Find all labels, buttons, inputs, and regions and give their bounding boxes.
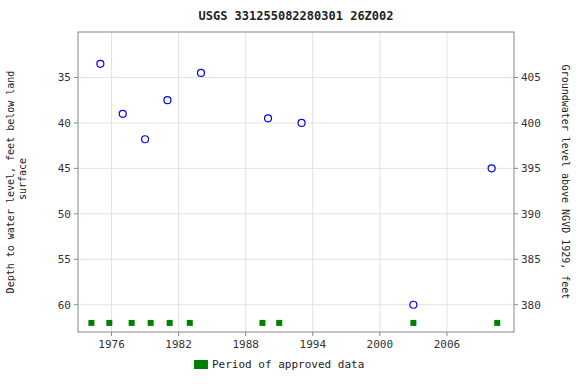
title: USGS 331255082280301 26Z002 <box>198 9 393 23</box>
y2-tick-label: 385 <box>521 253 541 266</box>
square-marker <box>129 320 135 326</box>
x-tick-label: 1976 <box>98 338 125 351</box>
y2-axis-label: Groundwater level above NGVD 1929, feet <box>560 65 571 300</box>
point <box>164 97 171 104</box>
x-tick <box>245 332 246 336</box>
point <box>197 69 204 76</box>
grid <box>78 32 514 332</box>
square-marker <box>187 320 193 326</box>
point <box>119 110 126 117</box>
y-axis-label-line: Depth to water level, feet below land <box>5 71 16 294</box>
y-axis-label: Depth to water level, feet below land su… <box>5 71 28 294</box>
x-tick-label: 1994 <box>300 338 327 351</box>
y-tick-label: 60 <box>58 299 71 312</box>
square-marker <box>494 320 500 326</box>
y2-tick <box>514 122 518 123</box>
y-tick-label: 40 <box>58 117 71 130</box>
y2-tick <box>514 213 518 214</box>
y-tick-label: 45 <box>58 162 71 175</box>
chart: USGS 331255082280301 26Z0021976198219881… <box>0 0 576 384</box>
y-axis-label-line: surface <box>17 158 28 206</box>
square-marker <box>106 320 112 326</box>
y-tick-label: 55 <box>58 253 71 266</box>
x-tick <box>446 332 447 336</box>
y2-tick-label: 405 <box>521 71 541 84</box>
y-tick <box>74 259 78 260</box>
x-tick-label: 1988 <box>232 338 259 351</box>
legend: Period of approved data <box>194 358 364 371</box>
grid-line <box>78 304 514 305</box>
y2-tick <box>514 168 518 169</box>
y-tick <box>74 77 78 78</box>
y2-tick-label: 400 <box>521 117 541 130</box>
y2-tick-label: 380 <box>521 299 541 312</box>
axes: 1976 1982 1988 1994 2000 2006 35 40 45 50 55 60 380 3… <box>58 71 541 351</box>
point <box>265 115 272 122</box>
plot-frame <box>78 32 514 332</box>
point <box>298 119 305 126</box>
square-marker <box>88 320 94 326</box>
series <box>97 60 495 308</box>
x-tick-label: 1982 <box>165 338 192 351</box>
grid-line <box>78 259 514 260</box>
marks <box>88 60 500 326</box>
grid-line <box>78 77 514 78</box>
point <box>97 60 104 67</box>
y-tick <box>74 304 78 305</box>
background <box>0 0 576 384</box>
point <box>488 165 495 172</box>
x-tick <box>111 332 112 336</box>
x-tick-label: 2000 <box>367 338 394 351</box>
y2-tick <box>514 304 518 305</box>
x-tick <box>178 332 179 336</box>
y2-tick <box>514 77 518 78</box>
y-tick <box>74 168 78 169</box>
y2-tick <box>514 259 518 260</box>
point <box>142 136 149 143</box>
square-marker <box>167 320 173 326</box>
x-tick <box>379 332 380 336</box>
x-tick-label: 2006 <box>434 338 461 351</box>
series <box>88 320 500 326</box>
y2-tick-label: 395 <box>521 162 541 175</box>
y2-tick-label: 390 <box>521 208 541 221</box>
square-marker <box>276 320 282 326</box>
legend-label: Period of approved data <box>212 358 364 371</box>
point <box>410 301 417 308</box>
grid-line <box>78 213 514 214</box>
y-tick <box>74 122 78 123</box>
square-marker <box>410 320 416 326</box>
x-tick <box>312 332 313 336</box>
y-tick <box>74 213 78 214</box>
legend-swatch <box>194 360 208 369</box>
y-tick-label: 35 <box>58 71 71 84</box>
y-tick-label: 50 <box>58 208 71 221</box>
square-marker <box>259 320 265 326</box>
grid-line <box>78 122 514 123</box>
square-marker <box>148 320 154 326</box>
grid-line <box>78 168 514 169</box>
